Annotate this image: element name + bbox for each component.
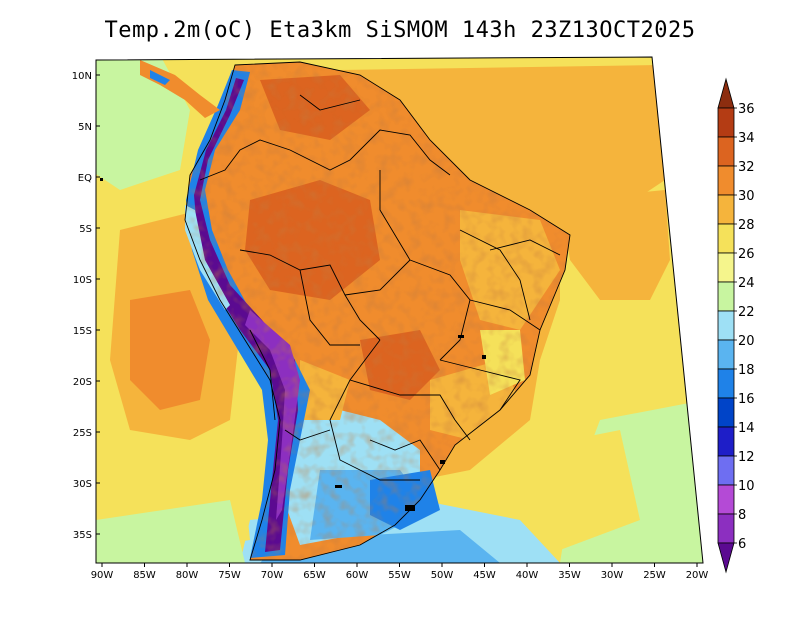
ocean-warm-southatlantic xyxy=(560,190,670,300)
colorbar-label: 18 xyxy=(738,363,755,378)
colorbar-label: 6 xyxy=(738,537,746,552)
lon-tick-label: 80W xyxy=(176,570,199,581)
colorbar-segment xyxy=(717,455,735,486)
colorbar-label: 8 xyxy=(738,508,746,523)
lon-tick-label: 30W xyxy=(601,570,624,581)
ocean-hot-pacific xyxy=(130,290,210,410)
country-borders xyxy=(184,61,571,561)
colorbar-label: 30 xyxy=(738,189,755,204)
ocean-mild-southeast xyxy=(500,430,640,550)
colorbar-label: 34 xyxy=(738,131,755,146)
lon-tick-label: 55W xyxy=(388,570,411,581)
colorbar-label: 10 xyxy=(738,479,755,494)
map-frame xyxy=(95,56,704,564)
map-field xyxy=(96,57,703,563)
lat-tick-label: 30S xyxy=(73,479,92,490)
lon-tick-label: 35W xyxy=(558,570,581,581)
lon-tick-label: 20W xyxy=(686,570,709,581)
lon-tick-label: 50W xyxy=(431,570,454,581)
colorbar-label: 20 xyxy=(738,334,755,349)
longitude-axis: 90W 85W 80W 75W 70W 65W 60W 55W 50W 45W 40W 35W 30W 2… xyxy=(91,563,709,581)
lat-tick-label: 5N xyxy=(78,122,92,133)
central-america-land xyxy=(140,60,220,118)
ocean-cooler-chile xyxy=(96,500,245,563)
colorbar-label: 22 xyxy=(738,305,755,320)
lat-tick-label: 20S xyxy=(73,377,92,388)
colorbar-segment xyxy=(717,397,735,428)
lon-tick-label: 60W xyxy=(346,570,369,581)
colorbar-segment xyxy=(717,484,735,515)
latitude-axis: 10N 5N EQ 5S 10S 15S 20S 25S 30S 35S xyxy=(72,71,100,541)
colorbar-label: 16 xyxy=(738,392,755,407)
lat-tick-label: EQ xyxy=(78,173,92,184)
lon-tick-label: 25W xyxy=(643,570,666,581)
land-texture xyxy=(185,62,570,560)
colorbar-segment xyxy=(717,368,735,399)
lat-tick-label: 25S xyxy=(73,428,92,439)
central-america-cold xyxy=(150,70,170,85)
colorbar-segment xyxy=(717,513,735,544)
colorbar-label: 32 xyxy=(738,160,755,175)
lakes xyxy=(100,178,486,511)
lat-tick-label: 35S xyxy=(73,530,92,541)
colorbar-segment xyxy=(717,136,735,167)
colorbar-label: 24 xyxy=(738,276,755,291)
colorbar: 6 8 10 12 14 16 18 20 22 24 26 28 30 32 34 36 xyxy=(717,77,755,574)
colorbar-segment xyxy=(717,194,735,225)
lon-tick-label: 65W xyxy=(303,570,326,581)
colorbar-top-arrow xyxy=(717,77,735,109)
lon-tick-label: 90W xyxy=(91,570,114,581)
colorbar-label: 12 xyxy=(738,450,755,465)
colorbar-segment xyxy=(717,281,735,312)
lon-tick-label: 75W xyxy=(218,570,241,581)
colorbar-segment xyxy=(717,339,735,370)
lat-tick-label: 10N xyxy=(72,71,92,82)
lon-tick-label: 40W xyxy=(516,570,539,581)
colorbar-segment xyxy=(717,165,735,196)
colorbar-segment xyxy=(717,252,735,283)
lon-tick-label: 45W xyxy=(473,570,496,581)
colorbar-segment xyxy=(717,310,735,341)
lat-tick-label: 15S xyxy=(73,326,92,337)
colorbar-label: 28 xyxy=(738,218,755,233)
colorbar-segment xyxy=(717,223,735,254)
lat-tick-label: 5S xyxy=(79,224,92,235)
lon-tick-label: 70W xyxy=(261,570,284,581)
colorbar-bottom-arrow xyxy=(717,542,735,574)
lat-tick-label: 10S xyxy=(73,275,92,286)
colorbar-label: 14 xyxy=(738,421,755,436)
colorbar-label: 26 xyxy=(738,247,755,262)
chart-title: Temp.2m(oC) Eta3km SiSMOM 143h 23Z13OCT2… xyxy=(104,18,696,43)
colorbar-segment xyxy=(717,426,735,457)
colorbar-segment xyxy=(717,107,735,138)
colorbar-label: 36 xyxy=(738,102,755,117)
lon-tick-label: 85W xyxy=(133,570,156,581)
